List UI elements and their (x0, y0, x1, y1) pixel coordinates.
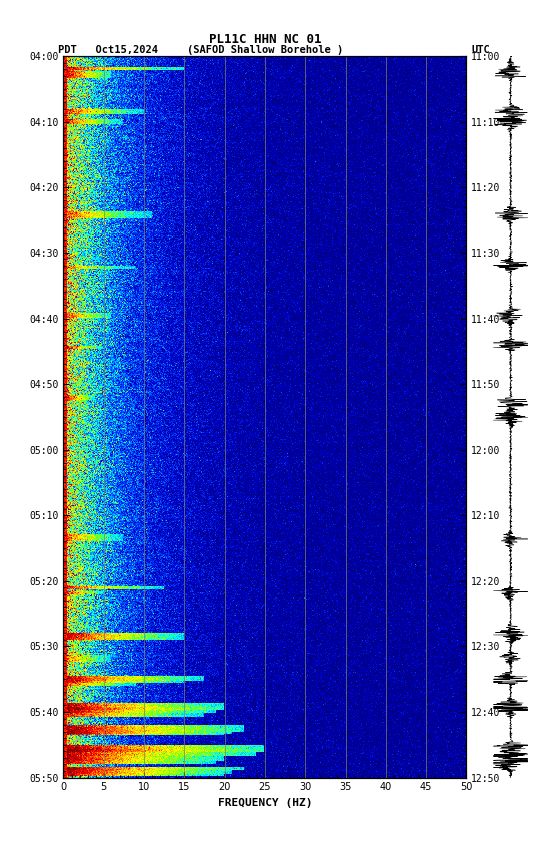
X-axis label: FREQUENCY (HZ): FREQUENCY (HZ) (217, 798, 312, 808)
Text: UTC: UTC (472, 45, 491, 55)
Text: PL11C HHN NC 01: PL11C HHN NC 01 (209, 33, 321, 46)
Text: PDT   Oct15,2024: PDT Oct15,2024 (58, 45, 158, 55)
Text: (SAFOD Shallow Borehole ): (SAFOD Shallow Borehole ) (187, 45, 343, 55)
